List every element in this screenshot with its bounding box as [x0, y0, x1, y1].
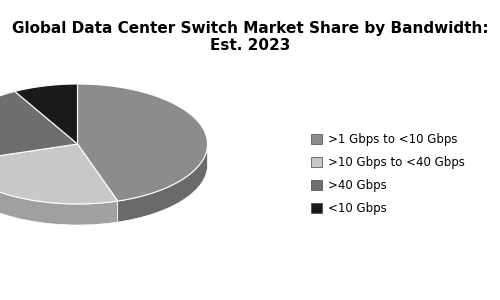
Polygon shape	[118, 145, 208, 222]
Text: Global Data Center Switch Market Share by Bandwidth:
Est. 2023: Global Data Center Switch Market Share b…	[12, 21, 488, 53]
Polygon shape	[0, 92, 78, 163]
Polygon shape	[0, 163, 118, 225]
Polygon shape	[78, 84, 208, 201]
Polygon shape	[0, 144, 118, 204]
Polygon shape	[15, 84, 78, 144]
Legend: >1 Gbps to <10 Gbps, >10 Gbps to <40 Gbps, >40 Gbps, <10 Gbps: >1 Gbps to <10 Gbps, >10 Gbps to <40 Gbp…	[306, 128, 470, 220]
